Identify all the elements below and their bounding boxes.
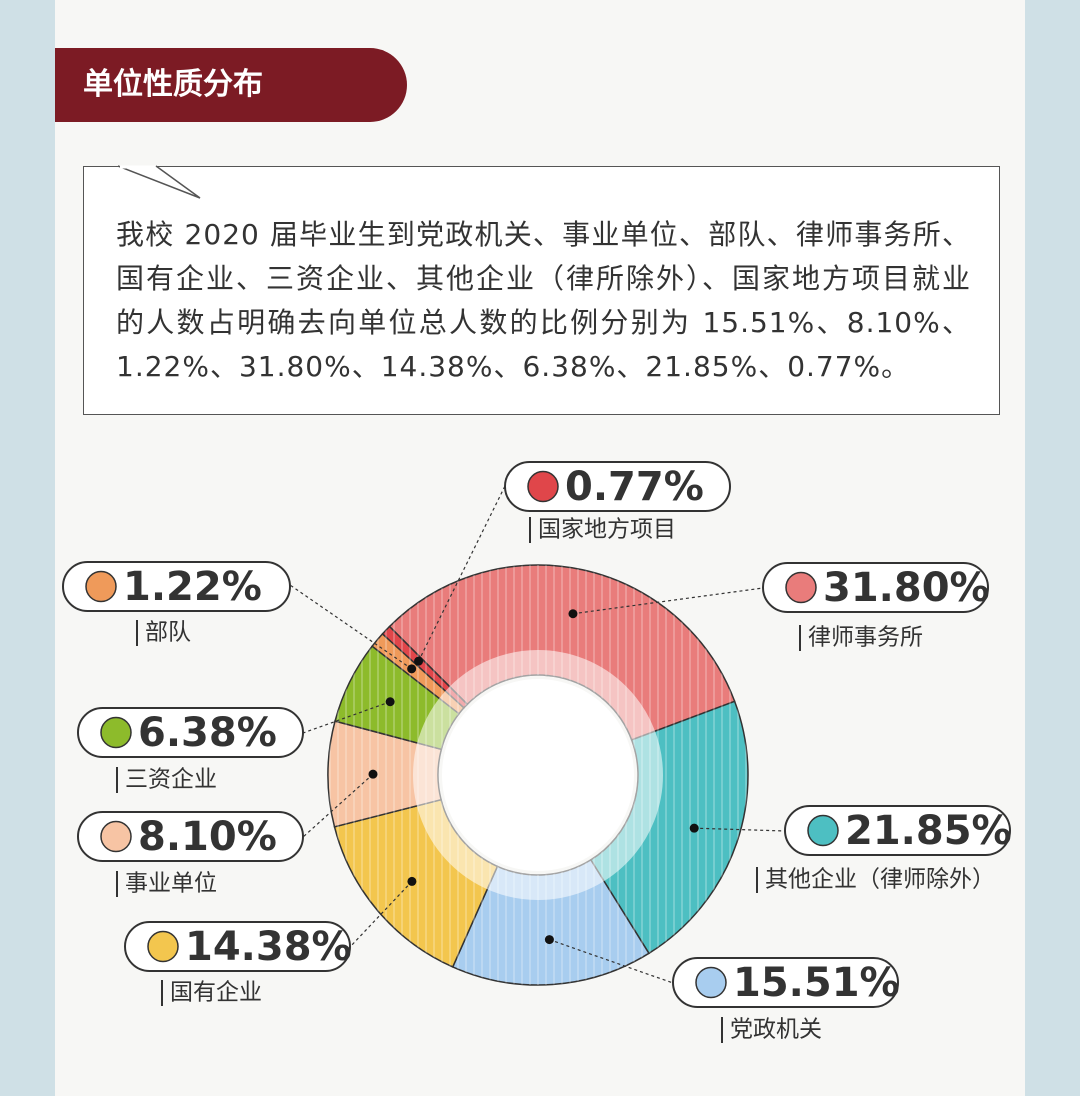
value-label: 8.10%: [138, 814, 277, 860]
leader-dot: [544, 935, 554, 945]
category-label: 三资企业: [125, 767, 217, 793]
category-label: 其他企业（律师除外）: [765, 867, 995, 893]
legend-swatch: [147, 930, 179, 963]
legend-swatch: [785, 571, 817, 604]
leader-dot: [407, 876, 417, 886]
label-pill: [762, 562, 989, 613]
category-label: 律师事务所: [808, 625, 923, 651]
leader-dot: [407, 664, 417, 674]
value-label: 14.38%: [185, 924, 352, 970]
description: 我校 2020 届毕业生到党政机关、事业单位、部队、律师事务所、国有企业、三资企…: [116, 218, 971, 383]
legend-swatch: [85, 570, 117, 603]
legend-swatch: [807, 814, 839, 847]
leader-dot: [414, 656, 424, 666]
description-box: 我校 2020 届毕业生到党政机关、事业单位、部队、律师事务所、国有企业、三资企…: [83, 166, 1000, 415]
legend-swatch: [695, 966, 727, 999]
label-pill: [672, 957, 899, 1008]
label-pill: [504, 461, 731, 512]
leader-line: [549, 939, 674, 984]
label-pill: [784, 805, 1011, 856]
category-label: 国有企业: [170, 980, 262, 1006]
leader-line: [418, 485, 506, 662]
leader-dot: [568, 609, 578, 619]
leader-dot: [368, 769, 378, 779]
inner-ring: [413, 650, 663, 900]
legend-swatch: [100, 716, 132, 749]
value-label: 15.51%: [733, 960, 900, 1006]
leader-line: [572, 587, 764, 615]
category-label: 事业单位: [125, 871, 217, 897]
value-label: 0.77%: [565, 464, 704, 510]
donut-hole: [442, 679, 634, 871]
label-pill: [124, 921, 351, 972]
leader-line: [302, 773, 374, 838]
leader-line: [289, 584, 413, 670]
value-label: 31.80%: [823, 565, 990, 611]
category-label: 国家地方项目: [538, 517, 676, 543]
category-label: 党政机关: [730, 1017, 822, 1043]
bubble-tail: [117, 165, 201, 199]
label-pill: [62, 561, 291, 612]
legend-swatch: [527, 470, 559, 503]
value-label: 6.38%: [138, 710, 277, 756]
label-pill: [77, 811, 304, 862]
section-title: 单位性质分布: [55, 48, 407, 122]
label-pill: [77, 707, 304, 758]
leader-dot: [385, 697, 395, 707]
leader-dot: [689, 823, 699, 833]
legend-swatch: [100, 820, 132, 853]
hatch-overlay: [328, 565, 748, 985]
value-label: 21.85%: [845, 808, 1012, 854]
category-label: 部队: [145, 620, 191, 646]
value-label: 1.22%: [123, 564, 262, 610]
